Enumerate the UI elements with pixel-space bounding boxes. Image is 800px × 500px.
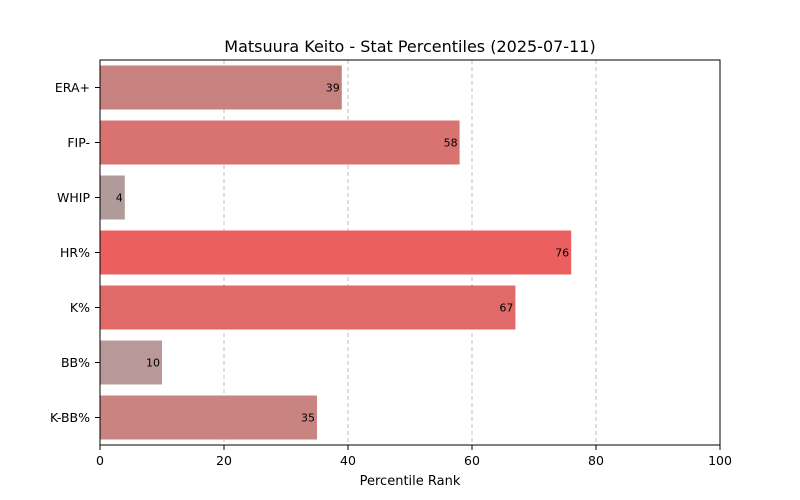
bar [100,285,516,330]
bar [100,340,162,385]
x-axis-label: Percentile Rank [360,474,461,489]
data-label: 4 [116,192,123,205]
y-tick-label: ERA+ [55,80,90,95]
x-tick-label: 0 [96,453,104,468]
data-label: 35 [301,412,315,425]
x-tick-label: 80 [588,453,604,468]
bar [100,175,125,220]
bars: 39 58 4 76 67 10 35 [100,65,572,440]
x-axis-ticks: 0 20 40 60 80 100 [96,445,732,468]
y-tick-label: HR% [60,245,90,260]
x-tick-label: 40 [340,453,356,468]
y-tick-label: WHIP [57,190,90,205]
bar [100,395,317,440]
bar [100,120,460,165]
y-tick-label: FIP- [67,135,90,150]
data-label: 58 [444,137,458,150]
y-tick-label: BB% [61,355,90,370]
x-tick-label: 100 [708,453,732,468]
y-tick-label: K% [70,300,90,315]
y-axis-ticks: ERA+ FIP- WHIP HR% K% BB% K-BB% [50,80,100,425]
data-label: 76 [555,247,569,260]
data-label: 67 [499,302,513,315]
chart-title: Matsuura Keito - Stat Percentiles (2025-… [224,37,595,56]
y-tick-label: K-BB% [50,410,90,425]
x-tick-label: 60 [464,453,480,468]
data-label: 10 [146,357,160,370]
x-tick-label: 20 [216,453,232,468]
bar [100,230,572,275]
data-label: 39 [326,82,340,95]
bar [100,65,342,110]
